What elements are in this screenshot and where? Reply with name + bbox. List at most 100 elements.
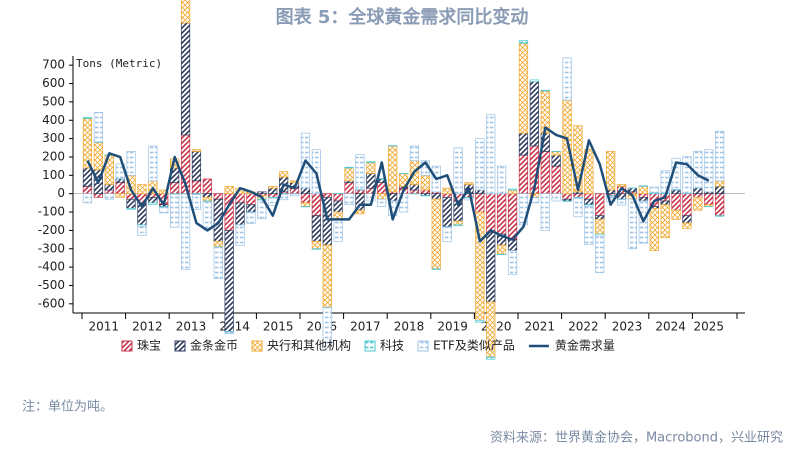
bar [497, 244, 507, 255]
source: 资料来源：世界黄金协会，Macrobond，兴业研究 [490, 430, 783, 446]
bar [388, 145, 398, 193]
bar [464, 197, 474, 201]
bar [638, 185, 648, 195]
bar [82, 193, 93, 204]
bar [420, 189, 430, 195]
bar [540, 89, 550, 92]
x-tick-label: 2013 [176, 320, 207, 334]
bar [137, 184, 147, 195]
bar [311, 215, 321, 242]
bar [126, 151, 136, 176]
bar [715, 130, 725, 182]
bar [409, 145, 420, 161]
x-tick-label: 2022 [568, 320, 599, 334]
bar [420, 174, 430, 191]
bar [409, 189, 420, 195]
bar [682, 156, 692, 194]
bar [715, 193, 725, 217]
line [86, 126, 710, 243]
bar [224, 331, 234, 335]
bar [584, 205, 594, 246]
bar [137, 226, 147, 236]
bar [475, 189, 485, 195]
legend-swatch [174, 340, 186, 352]
bar [257, 191, 267, 195]
bar [159, 207, 169, 214]
bar [715, 215, 725, 217]
bar [224, 230, 234, 332]
x-tick-label: 2011 [89, 320, 120, 334]
bar [366, 173, 376, 189]
bar [442, 187, 452, 195]
bar [377, 193, 387, 200]
y-tick-label: 500 [42, 94, 65, 108]
legend-label: 央行和其他机构 [267, 338, 351, 353]
bar [497, 193, 507, 235]
chart-title: 图表 5：全球黄金需求同比变动 [276, 6, 529, 28]
y-axis-label: Tons (Metric) [76, 57, 162, 70]
bar [486, 356, 496, 360]
y-tick-label: 700 [42, 58, 65, 72]
bar [82, 117, 93, 119]
legend-label: 黄金需求量 [555, 338, 615, 353]
legend-swatch [364, 340, 376, 352]
bar [235, 202, 245, 226]
y-tick-label: 100 [42, 168, 65, 182]
bar [180, 22, 191, 136]
y-tick-label: -300 [38, 241, 65, 255]
bar [704, 193, 714, 206]
bar [584, 149, 594, 195]
bar [606, 151, 616, 191]
legend-swatch [121, 340, 133, 352]
bar [431, 193, 441, 200]
bar [638, 193, 648, 198]
y-tick-label: -100 [38, 205, 65, 219]
bar [82, 118, 93, 169]
bar [93, 112, 103, 143]
bar [671, 189, 681, 195]
bar [148, 145, 158, 182]
bar [268, 193, 278, 198]
bar [453, 147, 463, 195]
bar [507, 188, 518, 191]
bar [584, 193, 594, 200]
bar [322, 193, 332, 198]
x-tick-label: 2014 [219, 320, 250, 334]
bar [213, 246, 223, 279]
bar [180, 193, 191, 270]
x-tick-label: 2016 [307, 320, 338, 334]
bar [649, 186, 659, 193]
bar [551, 151, 561, 156]
bar [595, 193, 605, 217]
bar [551, 193, 561, 202]
bar [431, 268, 441, 270]
x-tick-label: 2024 [655, 320, 686, 334]
legend-swatch [417, 340, 429, 352]
bar [289, 180, 300, 184]
bar [486, 114, 496, 195]
bar [453, 220, 463, 226]
bar [333, 200, 343, 213]
legend-label: ETF及类似产品 [433, 339, 515, 353]
note: 注：单位为吨。 [22, 400, 113, 415]
y-tick-label: 300 [42, 131, 65, 145]
bar [693, 193, 703, 198]
bar [82, 185, 93, 195]
bar [518, 154, 529, 195]
bar [333, 193, 343, 202]
bar [115, 193, 125, 198]
y-tick-label: -200 [38, 223, 65, 237]
bar [246, 193, 256, 206]
bar [409, 184, 420, 191]
bar [671, 193, 681, 211]
bar [322, 307, 332, 347]
bar [693, 187, 703, 195]
bar [595, 215, 605, 220]
legend-swatch [251, 340, 263, 352]
bar [453, 224, 463, 227]
bar [715, 185, 725, 195]
bar [170, 182, 180, 195]
bar [518, 132, 529, 156]
bar [715, 180, 725, 187]
